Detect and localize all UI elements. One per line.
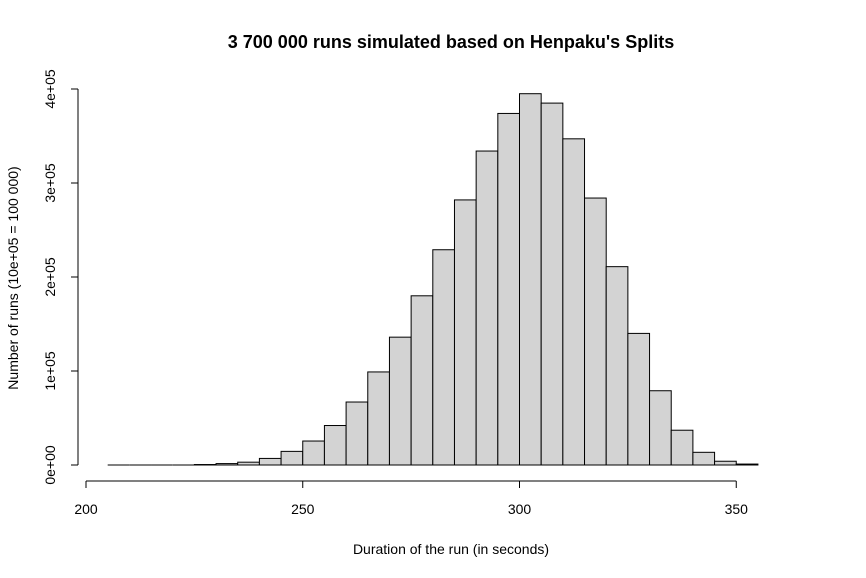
chart-title: 3 700 000 runs simulated based on Henpak… bbox=[228, 32, 674, 52]
histogram-bar bbox=[215, 463, 239, 466]
histogram-bar bbox=[562, 138, 586, 466]
histogram-bar bbox=[692, 451, 716, 466]
histogram-bar bbox=[714, 460, 737, 466]
histogram-bar bbox=[453, 199, 477, 466]
y-axis: 0e+00 1e+05 2e+05 3e+05 4e+05 bbox=[42, 69, 79, 485]
x-tick-label: 250 bbox=[291, 501, 315, 517]
histogram-bar bbox=[649, 390, 672, 466]
histogram-bar bbox=[237, 461, 260, 466]
histogram-bar bbox=[410, 295, 434, 466]
histogram-bar bbox=[323, 425, 347, 466]
histogram-bar bbox=[605, 266, 629, 466]
y-tick-label: 1e+05 bbox=[42, 351, 58, 391]
histogram-bar bbox=[540, 102, 564, 466]
x-tick-label: 200 bbox=[74, 501, 98, 517]
histogram-bar bbox=[475, 150, 499, 466]
x-tick-label: 300 bbox=[508, 501, 532, 517]
x-axis-label: Duration of the run (in seconds) bbox=[353, 541, 549, 557]
x-tick-label: 350 bbox=[725, 501, 749, 517]
histogram-bar bbox=[367, 371, 390, 466]
histogram-bar bbox=[258, 457, 282, 466]
histogram-bar bbox=[280, 450, 304, 466]
y-tick-label: 0e+00 bbox=[42, 445, 58, 485]
histogram-bar bbox=[735, 463, 759, 466]
histogram-bar bbox=[345, 401, 369, 466]
bars-group bbox=[107, 93, 759, 466]
y-tick-label: 2e+05 bbox=[42, 257, 58, 297]
histogram-bar bbox=[670, 429, 694, 466]
y-axis-label: Number of runs (10e+05 = 100 000) bbox=[5, 166, 21, 389]
x-axis: 200 250 300 350 bbox=[74, 480, 749, 517]
histogram-bar bbox=[388, 336, 412, 466]
histogram-bar bbox=[627, 332, 651, 466]
histogram-bar bbox=[302, 440, 325, 466]
histogram-bar bbox=[432, 249, 455, 466]
y-tick-label: 3e+05 bbox=[42, 163, 58, 203]
histogram-bar bbox=[584, 197, 607, 466]
histogram-bar bbox=[497, 112, 521, 466]
histogram-bar bbox=[519, 93, 542, 466]
y-tick-label: 4e+05 bbox=[42, 69, 58, 109]
